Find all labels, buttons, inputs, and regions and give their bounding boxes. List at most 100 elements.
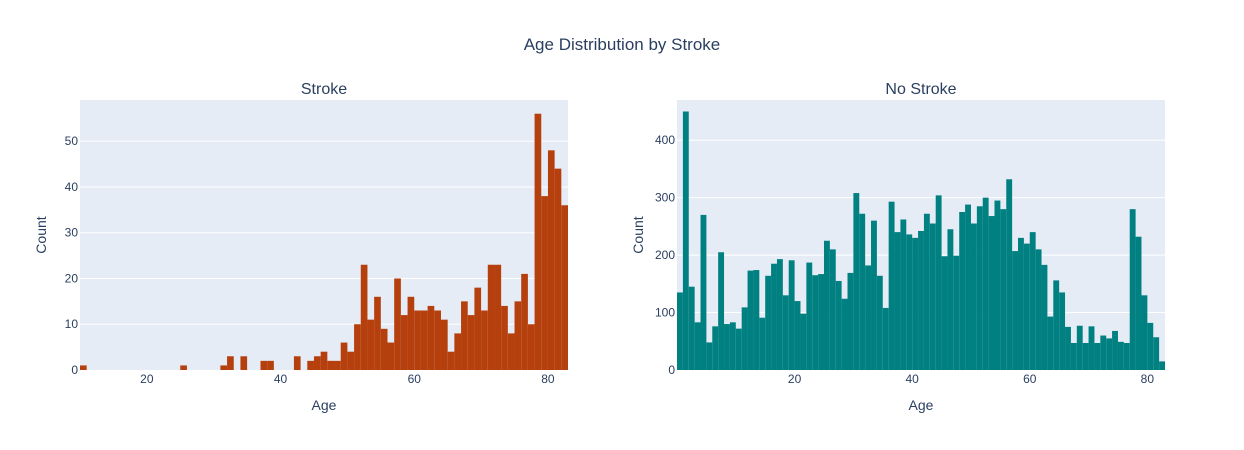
y-tick-label: 30 <box>65 226 79 240</box>
histogram-bar <box>847 272 854 370</box>
x-tick-label: 80 <box>1141 372 1155 386</box>
histogram-bar <box>982 197 989 370</box>
histogram-bar <box>414 310 421 370</box>
y-tick-label: 0 <box>668 363 675 377</box>
no-stroke-subplot: 0 100 200 300 400 20 40 60 80 No Stroke Age Count <box>630 81 1165 413</box>
histogram-bar <box>307 360 314 370</box>
y-tick-label: 10 <box>65 317 79 331</box>
histogram-bar <box>1053 280 1060 370</box>
y-tick-label: 40 <box>65 180 79 194</box>
histogram-bar <box>835 280 842 370</box>
histogram-bar <box>507 333 515 370</box>
x-tick-label: 60 <box>1023 372 1037 386</box>
histogram-bar <box>320 351 328 370</box>
histogram-bar <box>481 310 488 370</box>
histogram-bar <box>1117 341 1124 370</box>
y-tick-label: 50 <box>65 134 79 148</box>
histogram-bar <box>293 356 301 370</box>
histogram-bar <box>976 206 983 370</box>
x-tick-label: 80 <box>541 372 555 386</box>
histogram-bar <box>260 360 268 370</box>
histogram-bar <box>953 255 960 370</box>
histogram-bar <box>782 295 789 370</box>
histogram-bar <box>1018 237 1024 370</box>
histogram-bar <box>765 275 772 370</box>
histogram-bar <box>929 223 936 370</box>
histogram-bar <box>554 168 562 370</box>
histogram-bar <box>729 322 736 370</box>
histogram-bar <box>420 310 428 370</box>
histogram-bar <box>547 150 555 370</box>
histogram-bar <box>1141 295 1148 370</box>
histogram-bar <box>1129 209 1136 370</box>
histogram-bar <box>467 315 475 370</box>
histogram-bar <box>724 324 730 370</box>
histogram-bar <box>521 273 528 370</box>
histogram-bar <box>461 301 468 370</box>
subplot-title: No Stroke <box>885 81 956 98</box>
x-axis-label: Age <box>312 397 337 413</box>
histogram-bar <box>427 305 435 370</box>
y-axis-label: Count <box>630 216 646 253</box>
histogram-bar <box>220 365 228 370</box>
histogram-bar <box>735 328 742 370</box>
histogram-bar <box>354 324 361 370</box>
histogram-bar <box>871 220 877 370</box>
histogram-bar <box>988 216 995 370</box>
histogram-bar <box>776 259 783 370</box>
histogram-bar <box>1035 249 1042 370</box>
histogram-bar <box>1135 236 1142 370</box>
histogram-bar <box>818 274 824 370</box>
histogram-bar <box>941 256 948 370</box>
histogram-bar <box>923 213 930 370</box>
histogram-bar <box>313 356 321 370</box>
histogram-bar <box>688 286 695 370</box>
histogram-bar <box>487 264 495 370</box>
histogram-bar <box>888 201 895 370</box>
histogram-bar <box>334 360 341 370</box>
y-tick-label: 300 <box>655 191 675 205</box>
histogram-bar <box>1029 232 1036 370</box>
histogram-bar <box>1100 335 1107 370</box>
histogram-bar <box>906 234 913 370</box>
histogram-bar <box>947 229 954 370</box>
histogram-bar <box>771 263 777 370</box>
y-tick-label: 0 <box>71 363 78 377</box>
histogram-bar <box>1106 338 1113 370</box>
y-tick-label: 200 <box>655 248 675 262</box>
histogram-bar <box>970 223 977 370</box>
histogram-bar <box>1094 343 1101 370</box>
histogram-bar <box>267 360 274 370</box>
histogram-bar <box>806 262 813 370</box>
histogram-bar <box>1023 243 1030 370</box>
histogram-bar <box>407 296 415 370</box>
x-tick-label: 40 <box>274 372 288 386</box>
histogram-bar <box>1047 316 1054 370</box>
y-axis-label: Count <box>33 216 49 253</box>
histogram-bar <box>240 356 248 370</box>
histogram-bar <box>1041 264 1048 370</box>
histogram-bar <box>434 310 441 370</box>
histogram-bar <box>900 219 907 370</box>
histogram-bar <box>374 296 381 370</box>
x-axis-label: Age <box>909 397 934 413</box>
histogram-bar <box>865 265 872 370</box>
histogram-bar <box>1006 179 1013 370</box>
chart-title: Age Distribution by Stroke <box>524 35 721 54</box>
histogram-bar <box>753 270 760 370</box>
histogram-bar <box>829 249 836 370</box>
x-tick-label: 40 <box>906 372 920 386</box>
histogram-bar <box>1088 326 1095 370</box>
histogram-bar <box>718 252 725 370</box>
y-tick-label: 20 <box>65 271 79 285</box>
histogram-bar <box>700 214 707 370</box>
histogram-bar <box>541 196 548 370</box>
histogram-bar <box>788 260 795 370</box>
histogram-bar <box>794 301 801 370</box>
histogram-bar <box>561 205 568 370</box>
histogram-bar <box>935 195 942 370</box>
histogram-bar <box>841 298 848 370</box>
histogram-bar <box>1112 330 1118 370</box>
histogram-bar <box>340 342 348 370</box>
